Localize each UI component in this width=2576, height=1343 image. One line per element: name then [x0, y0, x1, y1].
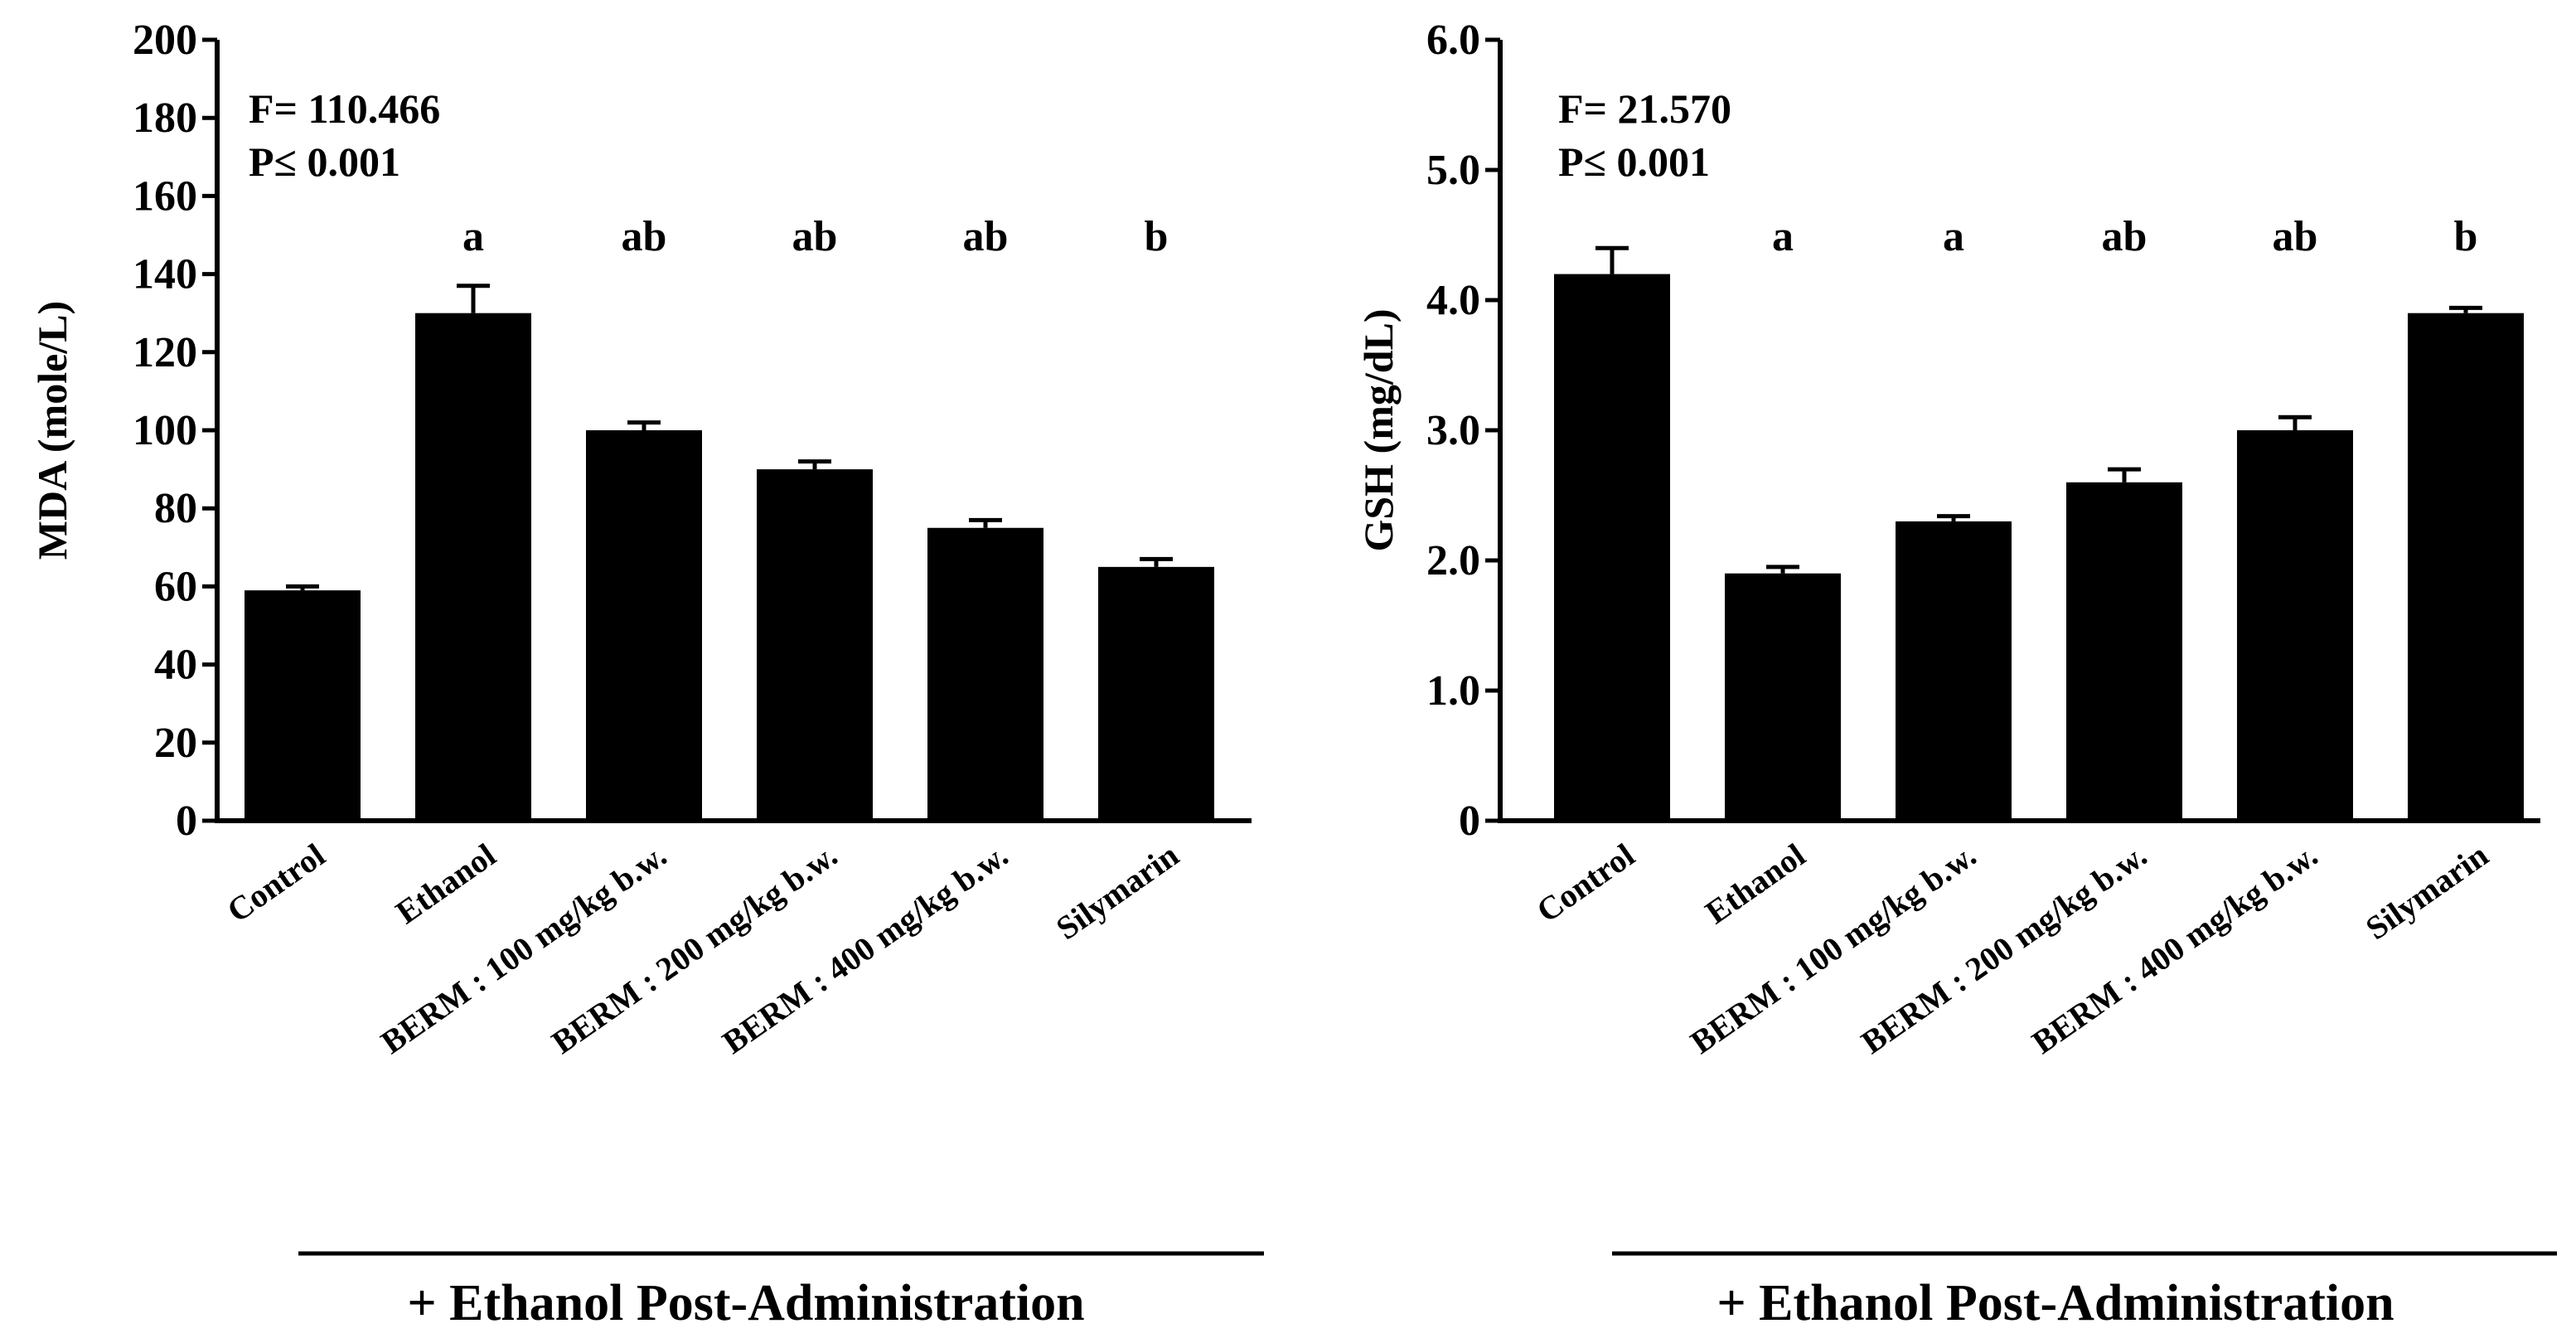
bar [1725, 573, 1841, 821]
y-tick-label: 80 [154, 485, 197, 532]
x-category-label: Control [1530, 836, 1641, 930]
y-tick-label: 20 [154, 720, 197, 767]
stat-p-value: P≤ 0.001 [249, 138, 400, 185]
x-category-label: Ethanol [1698, 836, 1812, 932]
y-tick-label: 0 [176, 798, 197, 845]
y-tick-label: 3.0 [1426, 407, 1480, 454]
y-tick-label: 120 [133, 329, 197, 376]
significance-label: a [1943, 213, 1964, 260]
y-tick-label: 1.0 [1426, 667, 1480, 715]
x-category-label: BERM : 400 mg/kg b.w. [2025, 836, 2324, 1061]
x-category-label: Silymarin [1049, 836, 1185, 948]
significance-label: ab [2102, 213, 2147, 260]
significance-label: b [1145, 213, 1169, 260]
significance-label: b [2454, 213, 2478, 260]
y-tick-label: 0 [1459, 798, 1480, 845]
bar [586, 430, 702, 821]
bar [415, 313, 531, 821]
bar [1098, 566, 1214, 821]
y-tick-label: 40 [154, 642, 197, 689]
y-tick-label: 2.0 [1426, 537, 1480, 584]
y-tick-label: 180 [133, 95, 197, 142]
x-category-label: Control [220, 836, 332, 930]
chart-panel-1: 0 20 40 60 80 100 120 140 160 180 200 MDA (mole/L) F… [29, 17, 1264, 1331]
y-axis-label: GSH (mg/dL) [1355, 308, 1402, 551]
y-tick-label: 160 [133, 172, 197, 220]
bar [1896, 521, 2012, 821]
bar [245, 590, 361, 821]
x-category-label: BERM : 200 mg/kg b.w. [1854, 836, 2153, 1061]
bar [927, 527, 1043, 821]
significance-label: ab [2273, 213, 2318, 260]
bar [757, 469, 873, 821]
group-label: + Ethanol Post-Administration [1717, 1275, 2394, 1331]
x-category-label: BERM : 100 mg/kg b.w. [374, 836, 673, 1061]
y-tick-label: 60 [154, 563, 197, 610]
stat-f-value: F= 21.570 [1558, 85, 1731, 132]
y-axis-label: MDA (mole/L) [29, 301, 75, 560]
x-category-label: BERM : 100 mg/kg b.w. [1683, 836, 1983, 1061]
y-tick-label: 6.0 [1426, 17, 1480, 64]
significance-label: ab [963, 213, 1009, 260]
significance-label: a [1772, 213, 1794, 260]
y-tick-label: 100 [133, 407, 197, 454]
y-tick-label: 140 [133, 251, 197, 298]
y-tick-label: 4.0 [1426, 277, 1480, 324]
bar [2408, 313, 2524, 821]
bar [2237, 430, 2353, 821]
significance-label: ab [622, 213, 667, 260]
stat-f-value: F= 110.466 [249, 85, 440, 132]
y-tick-label: 200 [133, 17, 197, 64]
significance-label: a [462, 213, 484, 260]
significance-label: ab [792, 213, 838, 260]
bar [1554, 274, 1670, 822]
stat-p-value: P≤ 0.001 [1558, 138, 1710, 185]
x-category-label: BERM : 200 mg/kg b.w. [545, 836, 844, 1061]
chart-panel-2: 0 1.0 2.0 3.0 4.0 5.0 6.0 GSH (mg/dL) F= 21.570 P… [1355, 17, 2557, 1331]
x-category-label: Ethanol [389, 836, 502, 932]
group-label: + Ethanol Post-Administration [407, 1275, 1084, 1331]
y-tick-label: 5.0 [1426, 147, 1480, 194]
x-category-label: BERM : 400 mg/kg b.w. [715, 836, 1014, 1061]
x-category-label: Silymarin [2359, 836, 2495, 948]
bar [2066, 482, 2182, 821]
